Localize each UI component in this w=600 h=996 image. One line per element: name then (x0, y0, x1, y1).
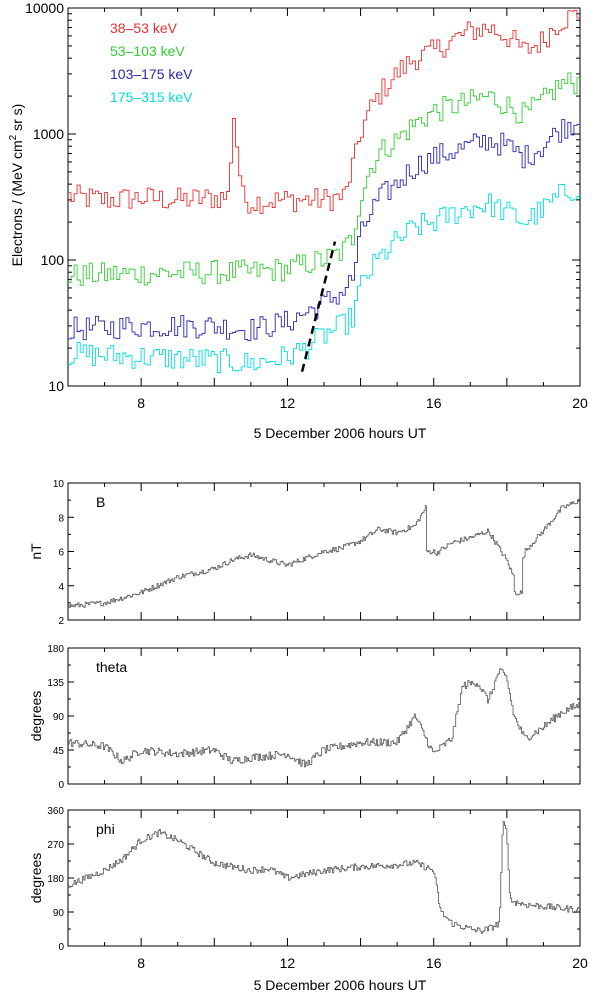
legend-entry-0: 38–53 keV (110, 20, 178, 36)
legend-entry-1: 53–103 keV (110, 43, 185, 59)
panel-label-phi: phi (96, 821, 115, 837)
y-tick-label-1000: 1000 (33, 126, 64, 142)
y-tick-label-270: 270 (47, 840, 64, 851)
y-tick-label-100: 100 (41, 252, 65, 268)
y-tick-label-6: 6 (58, 548, 64, 559)
y-axis-label-B: nT (28, 543, 44, 560)
y-tick-label-8: 8 (58, 513, 64, 524)
x-tick-label-8: 8 (137, 955, 145, 971)
x-tick-label-12: 12 (280, 395, 296, 411)
x-axis-label: 5 December 2006 hours UT (254, 425, 427, 441)
y-tick-label-4: 4 (58, 582, 64, 593)
series-line-1 (68, 72, 580, 286)
x-tick-label-20: 20 (572, 395, 588, 411)
series-line-phi (68, 821, 580, 934)
y-axis-label-theta: degrees (28, 691, 44, 742)
y-tick-label-45: 45 (53, 746, 65, 757)
panel-label-B: B (96, 494, 105, 510)
series-line-theta (68, 668, 580, 768)
y-tick-label-10: 10 (53, 479, 65, 490)
y-tick-label-90: 90 (53, 908, 65, 919)
y-tick-label-2: 2 (58, 616, 64, 627)
y-tick-label-180: 180 (47, 644, 64, 655)
y-tick-label-135: 135 (47, 678, 64, 689)
x-tick-label-20: 20 (572, 955, 588, 971)
legend-entry-3: 175–315 keV (110, 89, 193, 105)
x-tick-label-8: 8 (137, 395, 145, 411)
y-axis-label-main: Electrons / (MeV cm (9, 140, 25, 266)
y-tick-label-180: 180 (47, 874, 64, 885)
x-axis-label-bottom: 5 December 2006 hours UT (254, 977, 427, 993)
y-tick-label-0: 0 (58, 780, 64, 791)
y-axis-label-sup: 2 (8, 134, 19, 140)
y-tick-label-10000: 10000 (25, 0, 64, 16)
y-axis-label-tail: sr s) (9, 104, 25, 135)
y-tick-label-360: 360 (47, 806, 64, 817)
series-line-3 (68, 183, 580, 373)
series-line-0 (68, 9, 580, 214)
y-tick-label-90: 90 (53, 712, 65, 723)
x-tick-label-16: 16 (426, 395, 442, 411)
x-tick-label-12: 12 (280, 955, 296, 971)
panel-label-theta: theta (96, 659, 127, 675)
series-line-B (68, 498, 580, 608)
series-line-2 (68, 119, 580, 342)
y-axis-label: Electrons / (MeV cm2 sr s) (8, 104, 25, 267)
theta-panel-frame (67, 647, 581, 785)
y-tick-label-10: 10 (48, 378, 64, 394)
x-tick-label-16: 16 (426, 955, 442, 971)
legend-entry-2: 103–175 keV (110, 66, 193, 82)
y-axis-label-phi: degrees (28, 853, 44, 904)
y-tick-label-0: 0 (58, 942, 64, 953)
dispersion-dash-line (300, 241, 337, 372)
